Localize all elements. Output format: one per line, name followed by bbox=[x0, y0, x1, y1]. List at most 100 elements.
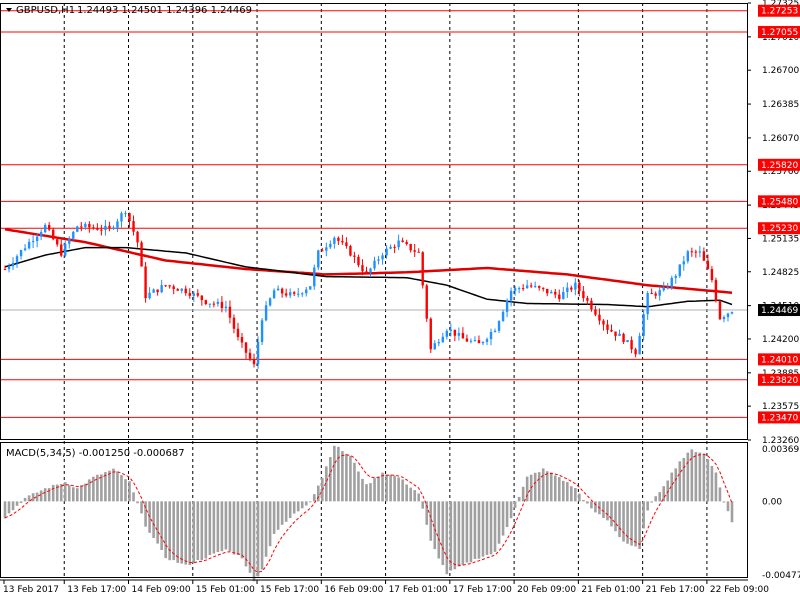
macd-histogram-bar bbox=[602, 501, 605, 519]
candle-body bbox=[525, 285, 529, 289]
macd-histogram-bar bbox=[304, 501, 308, 506]
time-tick-label: 22 Feb 09:00 bbox=[710, 585, 769, 595]
candle-body bbox=[477, 340, 481, 344]
level-price-tag[interactable] bbox=[758, 158, 800, 171]
candle-body bbox=[509, 290, 513, 301]
candle-body bbox=[413, 250, 416, 252]
macd-histogram-bar bbox=[59, 483, 63, 502]
candle-body bbox=[256, 341, 260, 365]
macd-histogram-bar bbox=[292, 501, 296, 514]
candle-body bbox=[51, 229, 55, 240]
macd-histogram-bar bbox=[537, 472, 541, 502]
macd-histogram-bar bbox=[678, 461, 682, 502]
macd-histogram-bar bbox=[393, 475, 396, 502]
candle-body bbox=[321, 250, 324, 252]
candle-body bbox=[112, 227, 115, 229]
horizontal-levels-layer[interactable] bbox=[0, 10, 748, 418]
level-price-tag-text: 1.27055 bbox=[761, 28, 798, 38]
macd-histogram-bar bbox=[88, 479, 91, 502]
candle-body bbox=[172, 286, 175, 290]
level-price-tag[interactable] bbox=[758, 411, 800, 424]
macd-histogram-bar bbox=[51, 484, 55, 502]
macd-histogram-bar bbox=[582, 499, 585, 502]
macd-histogram-bar bbox=[594, 501, 597, 513]
macd-histogram-bar bbox=[586, 501, 589, 504]
candle-body bbox=[457, 333, 461, 336]
macd-histogram-bar bbox=[694, 452, 698, 502]
macd-histogram-bar bbox=[610, 501, 613, 527]
level-price-tag[interactable] bbox=[758, 26, 800, 39]
candle-body bbox=[726, 313, 730, 318]
candle-body bbox=[124, 213, 127, 215]
level-price-tag-text: 1.25230 bbox=[761, 224, 798, 234]
candle-body bbox=[497, 321, 501, 331]
macd-histogram-bar bbox=[104, 472, 107, 502]
macd-histogram-bar bbox=[200, 501, 204, 561]
candle-body bbox=[43, 224, 47, 233]
candle-body bbox=[148, 292, 151, 299]
candle-body bbox=[453, 329, 457, 336]
macd-histogram-bar bbox=[120, 475, 123, 502]
candle-body bbox=[538, 286, 541, 288]
time-tick-label: 13 Feb 17:00 bbox=[67, 585, 126, 595]
macd-histogram-bar bbox=[449, 501, 453, 571]
macd-histogram-bar bbox=[662, 486, 666, 502]
time-tick-label: 16 Feb 09:00 bbox=[324, 585, 383, 595]
macd-histogram-bar bbox=[232, 501, 236, 555]
candle-body bbox=[397, 240, 400, 248]
dropdown-arrow-icon[interactable] bbox=[6, 8, 12, 12]
level-price-tag-text: 1.24010 bbox=[761, 355, 798, 365]
candle-body bbox=[176, 289, 179, 291]
candle-body bbox=[168, 285, 171, 287]
candle-body bbox=[702, 251, 706, 261]
price-tick-label: 1.25135 bbox=[762, 234, 799, 244]
candle-body bbox=[136, 231, 139, 243]
candle-body bbox=[533, 286, 537, 288]
candle-body bbox=[260, 320, 264, 342]
macd-histogram-bar bbox=[268, 501, 272, 547]
candle-body bbox=[650, 293, 653, 295]
macd-histogram-bar bbox=[216, 501, 220, 553]
price-tick-label: 1.25760 bbox=[762, 167, 799, 177]
macd-histogram-bar bbox=[349, 456, 352, 502]
level-price-tag[interactable] bbox=[758, 195, 800, 208]
macd-histogram-bar bbox=[244, 501, 248, 567]
macd-histogram-bar bbox=[730, 501, 734, 523]
macd-histogram-bar bbox=[180, 501, 184, 564]
macd-histogram-bar bbox=[19, 501, 23, 504]
candle-body bbox=[244, 342, 248, 353]
macd-histogram-bar bbox=[164, 501, 167, 559]
candle-body bbox=[325, 247, 328, 251]
level-price-tag[interactable] bbox=[758, 222, 800, 235]
candle-body bbox=[140, 242, 143, 267]
chart-header: GBPUSD,H1 1.24493 1.24501 1.24396 1.2446… bbox=[6, 5, 252, 16]
candle-body bbox=[144, 266, 147, 299]
macd-histogram-bar bbox=[288, 501, 292, 519]
candle-body bbox=[670, 277, 673, 288]
level-price-tag[interactable] bbox=[758, 373, 800, 386]
macd-tick-label: -0.004773 bbox=[762, 571, 800, 581]
macd-histogram-bar bbox=[71, 487, 75, 502]
candle-body bbox=[465, 338, 469, 342]
candle-body bbox=[421, 252, 424, 286]
candle-body bbox=[570, 287, 573, 290]
candle-body bbox=[92, 227, 95, 229]
macd-histogram-bar bbox=[220, 501, 224, 552]
macd-histogram-bar bbox=[361, 478, 364, 502]
macd-histogram-bar bbox=[92, 476, 95, 502]
candle-body bbox=[96, 227, 99, 230]
level-price-tag[interactable] bbox=[758, 4, 800, 17]
price-panel-frame bbox=[0, 3, 748, 440]
macd-histogram-bar bbox=[702, 453, 706, 502]
level-price-tag[interactable] bbox=[758, 353, 800, 366]
macd-histogram-bar bbox=[469, 501, 473, 563]
macd-histogram-bar bbox=[405, 484, 408, 502]
candle-body bbox=[501, 311, 505, 322]
time-tick-label: 20 Feb 09:00 bbox=[517, 585, 576, 595]
macd-histogram-bar bbox=[429, 501, 433, 541]
macd-histogram-bar bbox=[658, 492, 662, 502]
candle-body bbox=[212, 303, 216, 305]
candle-body bbox=[188, 293, 191, 296]
